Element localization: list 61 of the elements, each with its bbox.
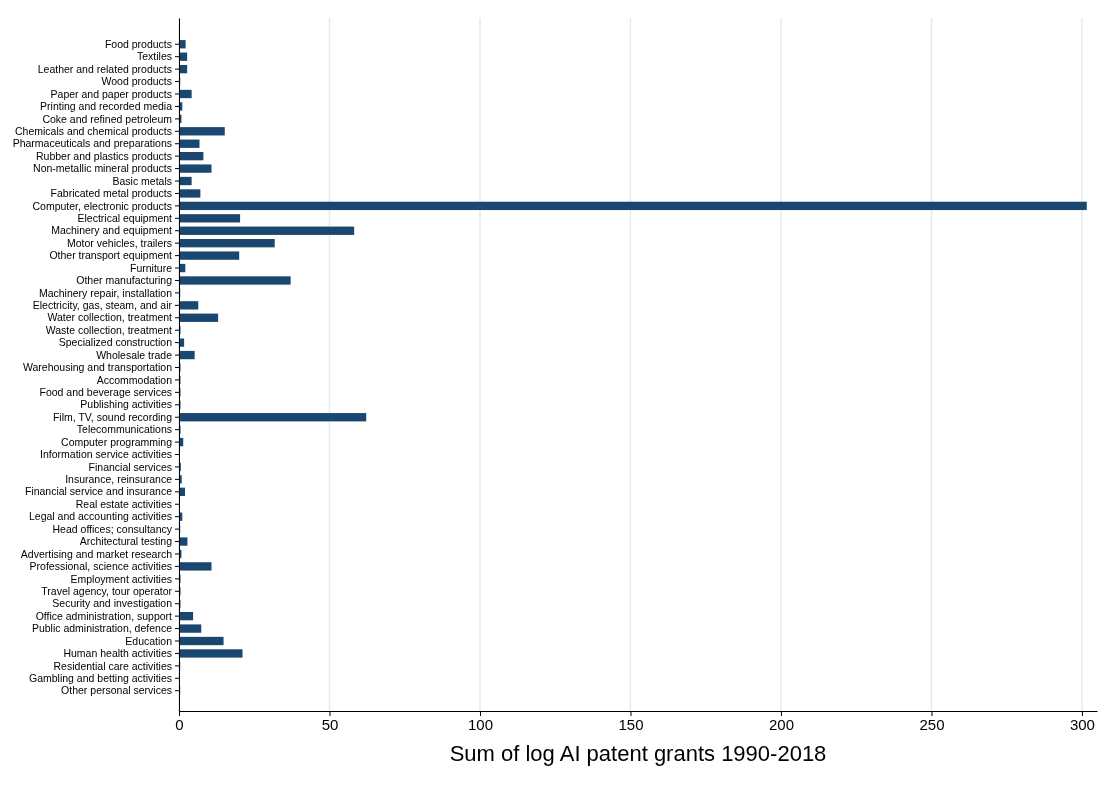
y-tick-label: Water collection, treatment	[47, 311, 173, 324]
y-tick-label: Public administration, defence	[31, 622, 173, 635]
y-tick-label: Paper and paper products	[50, 87, 172, 100]
y-tick-label: Machinery repair, installation	[38, 286, 173, 299]
y-tick-label: Architectural testing	[79, 535, 173, 548]
y-tick-label: Legal and accounting activities	[28, 510, 172, 523]
x-tick-label: 100	[467, 715, 493, 733]
x-tick-label: 50	[321, 715, 339, 733]
y-tick-label: Motor vehicles, trailers	[66, 236, 172, 249]
y-tick-label: Electricity, gas, steam, and air	[32, 299, 173, 312]
y-tick-label: Advertising and market research	[20, 547, 173, 560]
y-tick-label: Financial services	[88, 460, 172, 473]
y-tick-label: Computer programming	[61, 435, 173, 448]
y-tick-label: Insurance, reinsurance	[65, 473, 173, 486]
x-tick-label: 0	[175, 715, 184, 733]
y-tick-label: Pharmaceuticals and preparations	[12, 137, 172, 150]
y-tick-label: Printing and recorded media	[40, 100, 173, 113]
x-tick-label: 200	[768, 715, 794, 733]
y-tick-label: Electrical equipment	[77, 211, 173, 224]
x-tick-label: 300	[1069, 715, 1095, 733]
y-tick-label: Wholesale trade	[96, 348, 173, 361]
x-axis-title: Sum of log AI patent grants 1990-2018	[449, 741, 827, 766]
y-tick-label: Publishing activities	[80, 398, 172, 411]
y-tick-label: Other personal services	[61, 684, 172, 697]
y-tick-label: Residential care activities	[53, 659, 172, 672]
y-tick-label: Leather and related products	[37, 62, 172, 75]
y-tick-label: Gambling and betting activities	[29, 671, 172, 684]
y-tick-label: Office administration, support	[35, 609, 173, 622]
y-tick-label: Professional, science activities	[29, 560, 172, 573]
y-tick-label: Wood products	[101, 75, 172, 88]
y-tick-label: Accommodation	[96, 373, 173, 386]
y-tick-label: Basic metals	[112, 174, 172, 187]
y-tick-label: Travel agency, tour operator	[41, 584, 173, 597]
y-tick-label: Specialized construction	[58, 336, 173, 349]
y-tick-label: Telecommunications	[76, 423, 172, 436]
y-tick-label: Textiles	[136, 50, 172, 63]
x-tick-label: 250	[919, 715, 945, 733]
y-tick-label: Computer, electronic products	[32, 199, 172, 212]
y-tick-label: Other manufacturing	[76, 274, 173, 287]
y-tick-label: Human health activities	[63, 647, 172, 660]
y-tick-label: Coke and refined petroleum	[42, 112, 173, 125]
y-tick-label: Warehousing and transportation	[22, 361, 173, 374]
y-tick-label: Real estate activities	[75, 497, 172, 510]
y-tick-label: Financial service and insurance	[24, 485, 173, 498]
y-tick-label: Education	[125, 634, 173, 647]
y-tick-label: Food products	[104, 37, 172, 50]
y-tick-label: Waste collection, treatment	[45, 323, 173, 336]
y-tick-label: Machinery and equipment	[51, 224, 173, 237]
y-tick-label: Non-metallic mineral products	[33, 162, 172, 175]
x-tick-label: 150	[618, 715, 644, 733]
y-tick-label: Chemicals and chemical products	[15, 124, 172, 137]
y-tick-label: Other transport equipment	[49, 249, 173, 262]
y-tick-label: Film, TV, sound recording	[52, 410, 173, 423]
y-tick-label: Food and beverage services	[39, 386, 172, 399]
y-tick-label: Fabricated metal products	[50, 187, 172, 200]
y-tick-label: Information service activities	[40, 448, 172, 461]
y-tick-label: Security and investigation	[52, 597, 173, 610]
y-tick-label: Head offices; consultancy	[52, 522, 173, 535]
y-tick-label: Furniture	[129, 261, 173, 274]
y-tick-label: Employment activities	[70, 572, 172, 585]
y-tick-label: Rubber and plastics products	[36, 149, 172, 162]
